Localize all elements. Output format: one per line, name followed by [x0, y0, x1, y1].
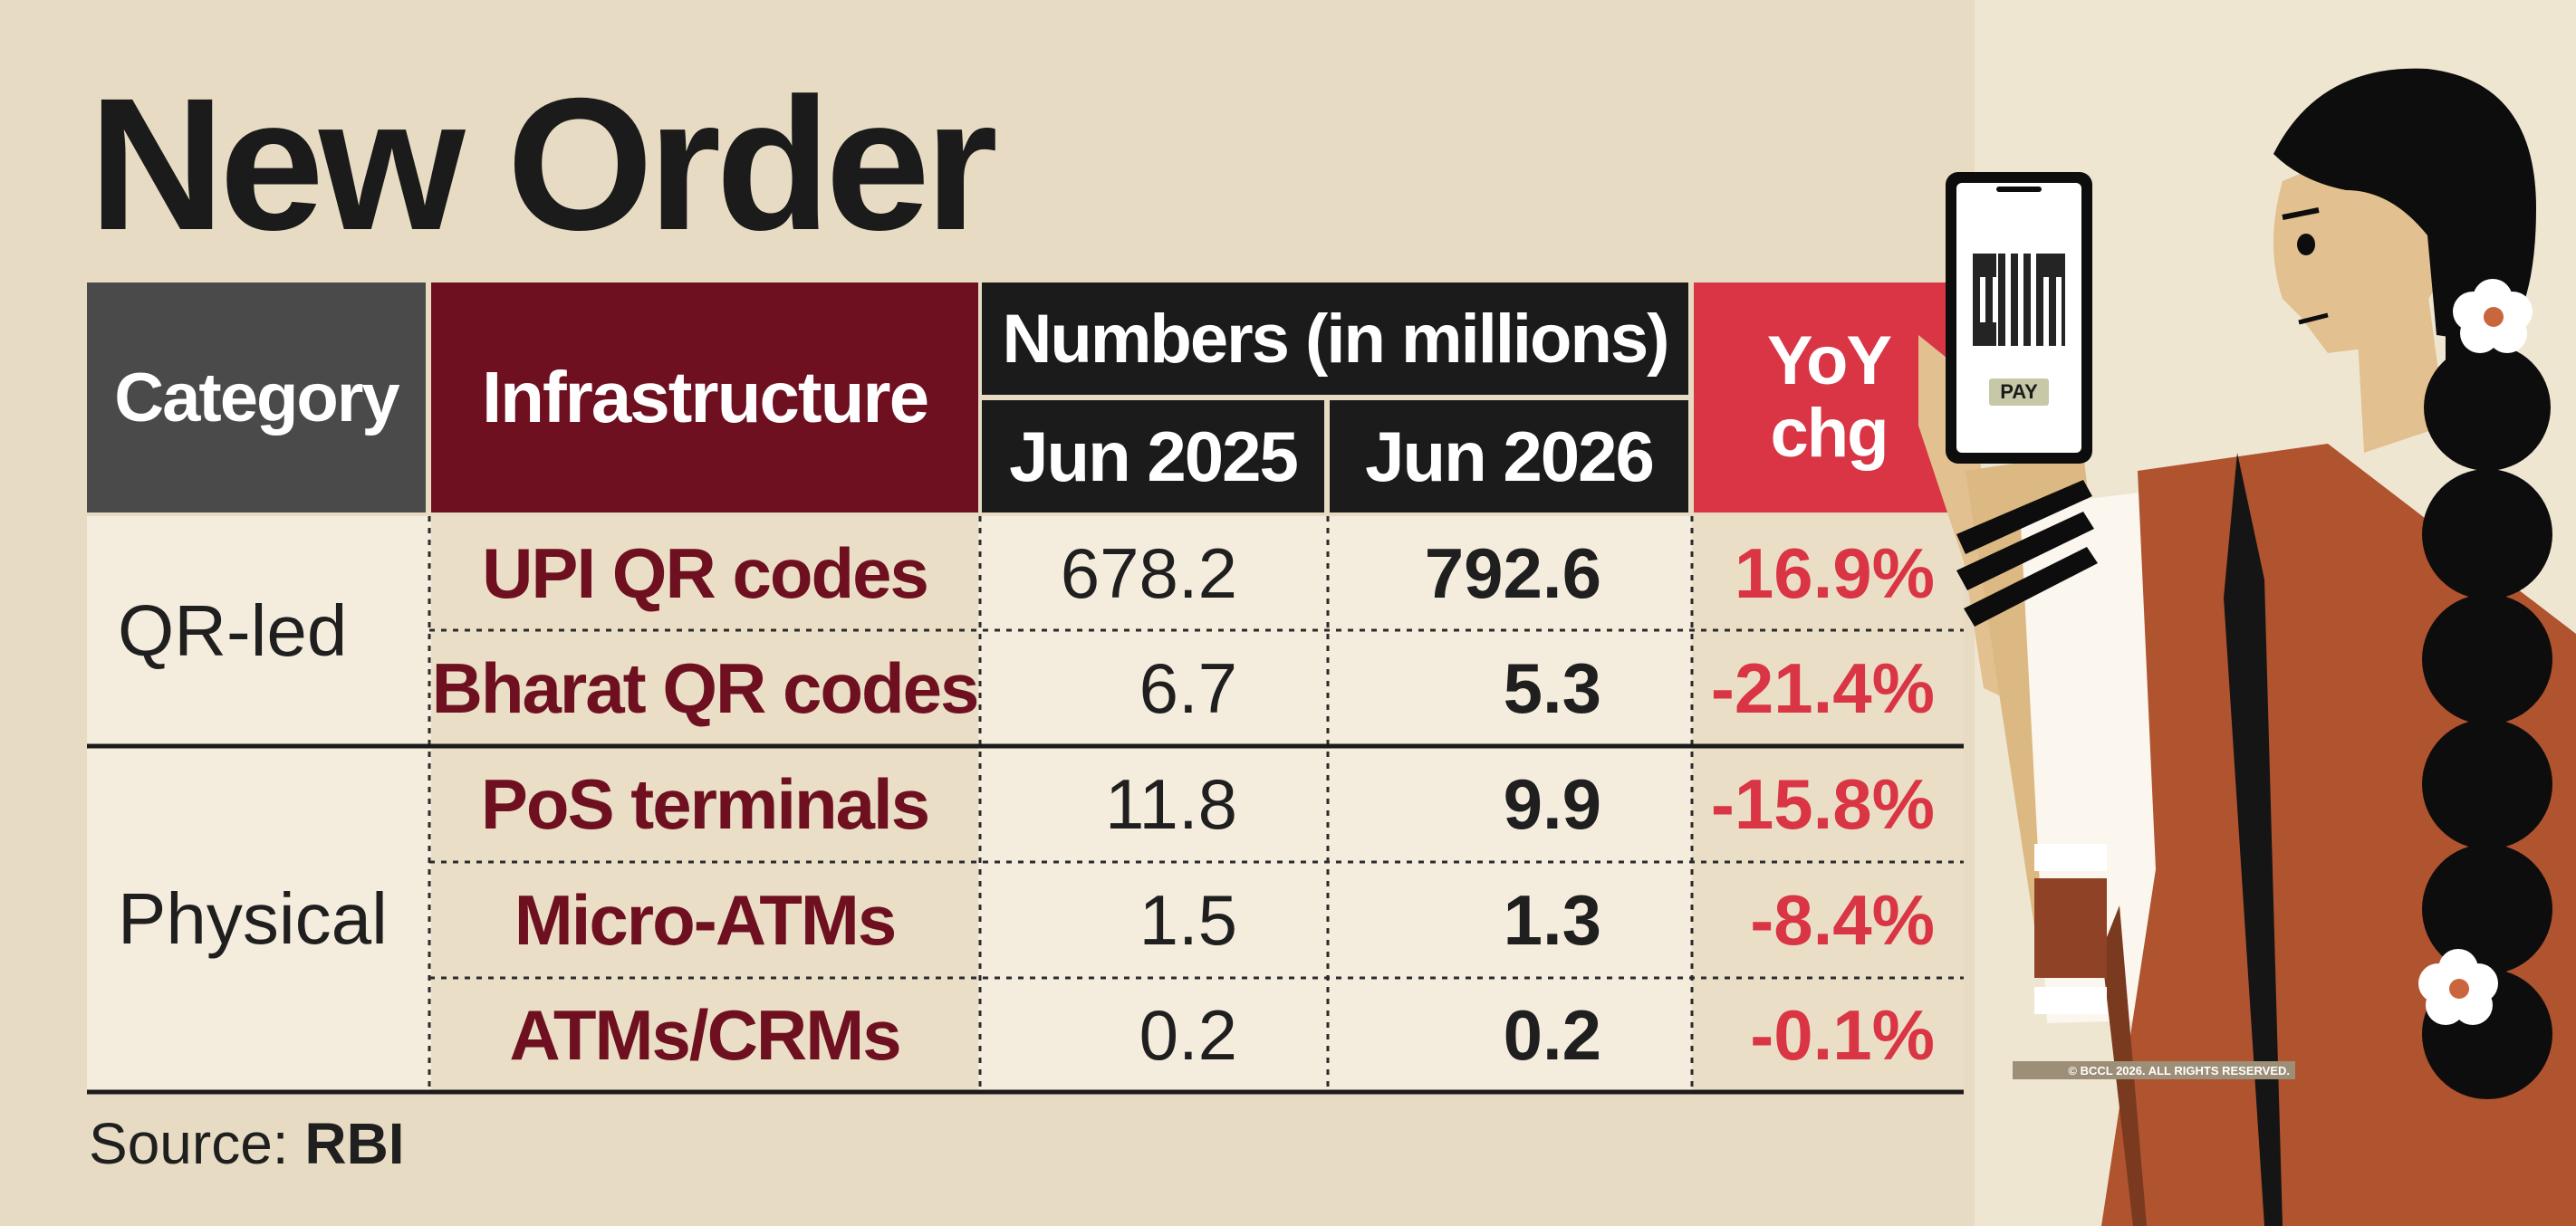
header-numbers: Numbers (in millions) — [982, 283, 1688, 395]
jun2026-cell: 1.3 — [1330, 862, 1601, 978]
eyebrow — [2282, 207, 2320, 220]
jun2026-value: 9.9 — [1503, 763, 1601, 844]
braid-segment — [2422, 594, 2552, 724]
jun2026-cell: 5.3 — [1330, 630, 1601, 746]
jun2025-value: 678.2 — [1060, 532, 1237, 613]
flower-icon — [2453, 279, 2533, 353]
copyright-text: © BCCL 2026. ALL RIGHTS RESERVED. — [2068, 1063, 2290, 1078]
copyright-notice: © BCCL 2026. ALL RIGHTS RESERVED. — [2013, 1061, 2295, 1079]
eye — [2297, 234, 2315, 255]
infrastructure-cell: Micro-ATMs — [431, 862, 978, 978]
phone-speaker — [1996, 187, 2042, 192]
forearm — [1966, 453, 2138, 951]
header-jun2026-label: Jun 2026 — [1365, 416, 1655, 496]
jun2026-value: 0.2 — [1503, 994, 1601, 1075]
infrastructure-cell: PoS terminals — [431, 746, 978, 862]
hair — [2273, 68, 2536, 345]
neck — [2355, 290, 2446, 453]
jun2026-cell: 792.6 — [1330, 516, 1601, 630]
pay-label: PAY — [2000, 380, 2038, 403]
jun2026-value: 792.6 — [1424, 532, 1601, 613]
qr-code-icon — [1973, 254, 2065, 346]
jun2025-cell: 11.8 — [982, 746, 1237, 862]
face — [2273, 136, 2446, 353]
yoy-cell: -15.8% — [1694, 746, 1935, 862]
header-jun2025-label: Jun 2025 — [1009, 416, 1299, 496]
card-stripe — [1956, 480, 2092, 554]
jun2026-value: 5.3 — [1503, 647, 1601, 728]
jun2025-value: 6.7 — [1139, 647, 1237, 728]
table-body-panel — [87, 516, 1964, 1092]
infrastructure-cell: ATMs/CRMs — [431, 978, 978, 1092]
yoy-value: -21.4% — [1710, 647, 1935, 728]
jun2025-value: 1.5 — [1139, 879, 1237, 960]
card-stripe — [1956, 512, 2094, 590]
jun2025-value: 0.2 — [1139, 994, 1237, 1075]
braid-segment — [2422, 469, 2552, 599]
category-label: QR-led — [118, 590, 348, 671]
braid-segment — [2422, 844, 2552, 974]
yoy-value: -15.8% — [1710, 763, 1935, 844]
yoy-value: 16.9% — [1734, 532, 1935, 613]
jun2026-value: 1.3 — [1503, 879, 1601, 960]
header-jun2025: Jun 2025 — [982, 400, 1324, 512]
sleeve-band-2 — [2034, 878, 2107, 978]
infrastructure-label: PoS terminals — [480, 763, 930, 844]
infrastructure-label: UPI QR codes — [482, 532, 929, 613]
infrastructure-label: ATMs/CRMs — [509, 994, 901, 1075]
header-category: Category — [87, 283, 426, 512]
braid-segment — [2422, 969, 2552, 1099]
jun2025-cell: 678.2 — [982, 516, 1237, 630]
card-stripe — [1964, 547, 2098, 627]
header-infrastructure: Infrastructure — [431, 283, 978, 512]
blouse — [2020, 471, 2391, 1023]
sleeve-band — [2034, 844, 2107, 871]
header-numbers-label: Numbers (in millions) — [1002, 300, 1670, 378]
infrastructure-label: Micro-ATMs — [514, 879, 898, 960]
yoy-value: -0.1% — [1750, 994, 1935, 1075]
hair-back — [2446, 272, 2518, 380]
jun2025-cell: 6.7 — [982, 630, 1237, 746]
yoy-value: -8.4% — [1750, 879, 1935, 960]
page-title: New Order — [89, 60, 998, 270]
infrastructure-cell: UPI QR codes — [431, 516, 978, 630]
yoy-cell: -0.1% — [1694, 978, 1935, 1092]
jun2026-cell: 0.2 — [1330, 978, 1601, 1092]
header-yoy-line2: chg — [1770, 395, 1889, 472]
pay-button: PAY — [1989, 378, 2049, 406]
jun2025-cell: 1.5 — [982, 862, 1237, 978]
jun2025-value: 11.8 — [1104, 763, 1237, 844]
jun2026-cell: 9.9 — [1330, 746, 1601, 862]
yoy-cell: -21.4% — [1694, 630, 1935, 746]
yoy-cell: 16.9% — [1694, 516, 1935, 630]
infrastructure-cell: Bharat QR codes — [431, 630, 980, 746]
sari — [2101, 444, 2576, 1226]
category-qr-led: QR-led — [118, 516, 417, 746]
header-yoy-line1: YoY — [1766, 322, 1892, 400]
braid-segment — [2422, 719, 2552, 849]
braid-segment — [2424, 344, 2551, 471]
illustration-backdrop — [1975, 0, 2576, 1226]
header-infrastructure-label: Infrastructure — [481, 357, 929, 437]
category-physical: Physical — [118, 746, 417, 1092]
yoy-cell: -8.4% — [1694, 862, 1935, 978]
mouth — [2298, 312, 2329, 325]
jun2025-cell: 0.2 — [982, 978, 1237, 1092]
source-note: Source: RBI — [89, 1110, 405, 1177]
infrastructure-label: Bharat QR codes — [431, 647, 980, 728]
header-yoy: YoY chg — [1694, 283, 1964, 512]
category-label: Physical — [118, 878, 388, 959]
flower-icon — [2418, 949, 2498, 1025]
source-label: Source: — [89, 1111, 289, 1176]
header-jun2026: Jun 2026 — [1330, 400, 1688, 512]
sari-fold — [2224, 453, 2283, 1226]
infrastructure-column-panel — [431, 516, 978, 1092]
source-value: RBI — [304, 1111, 405, 1176]
header-category-label: Category — [114, 359, 399, 436]
sleeve-band-3 — [2034, 987, 2107, 1014]
